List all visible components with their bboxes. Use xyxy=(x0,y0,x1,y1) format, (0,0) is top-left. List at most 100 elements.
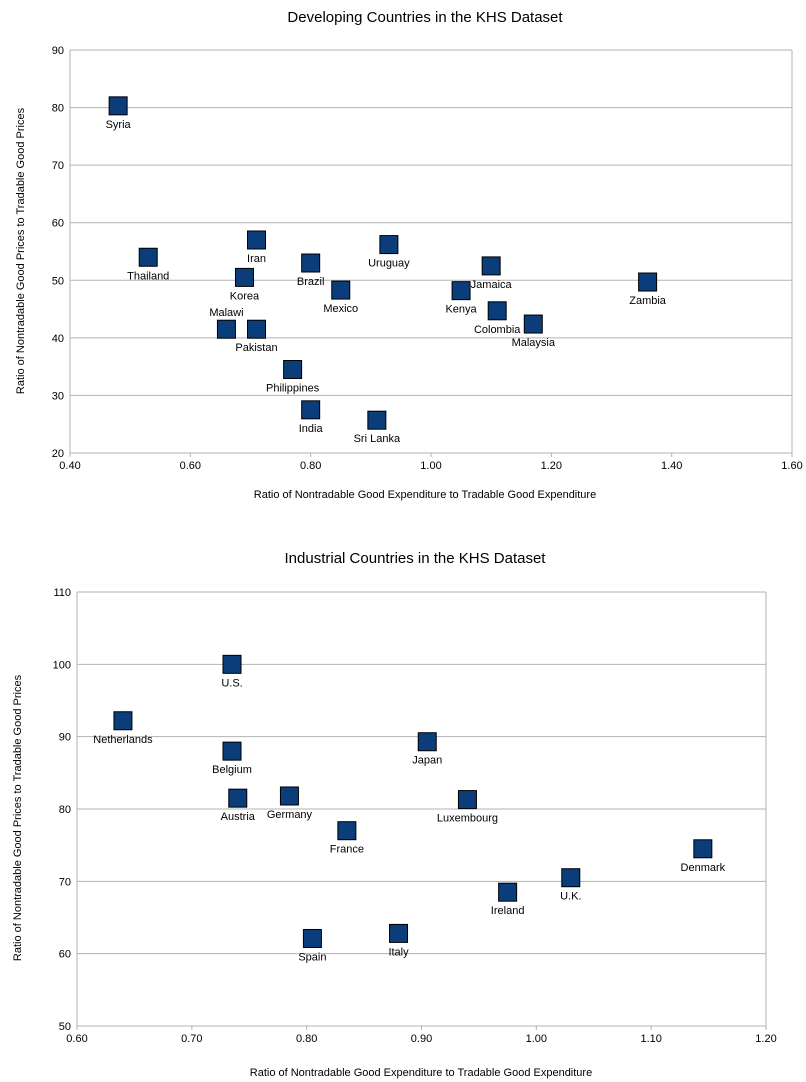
point-label: Jamaica xyxy=(471,279,513,291)
y-tick-label: 20 xyxy=(52,448,64,460)
y-tick-label: 70 xyxy=(52,160,64,172)
y-tick-label: 60 xyxy=(59,949,71,961)
point-marker xyxy=(302,928,322,948)
point-marker xyxy=(457,790,477,810)
point-label: Japan xyxy=(412,755,442,767)
point-marker xyxy=(228,788,248,808)
point-label: Kenya xyxy=(445,304,477,316)
point-label: Spain xyxy=(298,951,326,963)
point-marker xyxy=(108,96,128,116)
data-point: Syria xyxy=(106,96,132,131)
point-label: Korea xyxy=(230,290,260,302)
point-marker xyxy=(113,711,133,731)
data-point: U.K. xyxy=(560,868,581,903)
data-point: Germany xyxy=(267,786,313,821)
x-tick-label: 0.80 xyxy=(296,1033,317,1045)
chart-title: Developing Countries in the KHS Dataset xyxy=(287,9,563,26)
data-point: Mexico xyxy=(323,280,358,315)
point-label: Mexico xyxy=(323,303,358,315)
x-tick-label: 1.10 xyxy=(640,1033,661,1045)
point-label: Colombia xyxy=(474,324,521,336)
y-tick-label: 50 xyxy=(59,1021,71,1033)
x-tick-label: 0.70 xyxy=(181,1033,202,1045)
x-tick-label: 0.80 xyxy=(300,460,321,472)
point-marker xyxy=(561,868,581,888)
x-tick-label: 1.40 xyxy=(661,460,682,472)
point-label: France xyxy=(330,844,364,856)
point-label: Belgium xyxy=(212,764,252,776)
data-point: Japan xyxy=(412,732,442,767)
point-marker xyxy=(367,410,387,430)
x-tick-label: 0.60 xyxy=(66,1033,87,1045)
point-marker xyxy=(222,654,242,674)
y-tick-labels: 20 30 40 50 60 70 80 90 xyxy=(52,45,64,460)
x-axis-label: Ratio of Nontradable Good Expenditure to… xyxy=(250,1067,592,1079)
y-tick-labels: 50 60 70 80 90 100 110 xyxy=(53,587,71,1033)
gridlines xyxy=(70,49,792,454)
point-label: Thailand xyxy=(127,270,169,282)
point-label: Iran xyxy=(247,253,266,265)
point-label: India xyxy=(299,423,324,435)
point-label: U.S. xyxy=(221,677,242,689)
x-axis-label: Ratio of Nontradable Good Expenditure to… xyxy=(254,489,596,501)
point-label: Germany xyxy=(267,809,313,821)
point-label: Denmark xyxy=(681,862,726,874)
data-points: Syria Thailand Iran Korea Malawi Pakistan Braz… xyxy=(106,96,667,445)
data-point: France xyxy=(330,821,364,856)
data-point: Kenya xyxy=(445,281,478,316)
point-label: Philippines xyxy=(266,383,320,395)
data-point: Zambia xyxy=(629,272,667,307)
data-point: Spain xyxy=(298,928,326,963)
data-point: Belgium xyxy=(212,741,252,776)
data-point: Philippines xyxy=(266,360,320,395)
data-point: Luxembourg xyxy=(437,790,498,825)
data-point: Pakistan xyxy=(235,319,278,354)
point-marker xyxy=(301,253,321,273)
point-marker xyxy=(279,786,299,806)
data-points: U.S. Netherlands Belgium Austria Germany Fran… xyxy=(93,654,726,963)
point-label: Uruguay xyxy=(368,258,410,270)
data-point: India xyxy=(299,400,324,435)
point-label: Sri Lanka xyxy=(354,433,401,445)
point-label: Brazil xyxy=(297,276,325,288)
point-marker xyxy=(417,732,437,752)
data-point: U.S. xyxy=(221,654,243,689)
point-label: Luxembourg xyxy=(437,813,498,825)
point-label: Italy xyxy=(388,946,409,958)
point-label: Austria xyxy=(221,811,256,823)
y-tick-label: 70 xyxy=(59,876,71,888)
y-tick-label: 90 xyxy=(52,45,64,57)
point-label: U.K. xyxy=(560,891,581,903)
chart-industrial: Industrial Countries in the KHS Dataset … xyxy=(12,550,777,1079)
point-marker xyxy=(451,281,471,301)
point-marker xyxy=(379,235,399,255)
y-axis-label: Ratio of Nontradable Good Prices to Trad… xyxy=(12,674,24,961)
data-point: Thailand xyxy=(127,247,169,282)
y-tick-label: 50 xyxy=(52,275,64,287)
data-point: Malaysia xyxy=(512,314,556,349)
point-marker xyxy=(481,256,501,276)
x-tick-labels: 0.60 0.70 0.80 0.90 1.00 1.10 1.20 xyxy=(66,1026,777,1045)
y-tick-label: 110 xyxy=(53,587,71,599)
point-marker xyxy=(693,839,713,859)
point-label: Netherlands xyxy=(93,734,153,746)
x-tick-label: 1.00 xyxy=(420,460,441,472)
point-marker xyxy=(498,882,518,902)
point-marker xyxy=(216,319,236,339)
y-tick-label: 90 xyxy=(59,732,71,744)
y-tick-label: 80 xyxy=(59,804,71,816)
point-marker xyxy=(523,314,543,334)
chart-title: Industrial Countries in the KHS Dataset xyxy=(285,550,547,567)
data-point: Jamaica xyxy=(471,256,513,291)
data-point: Colombia xyxy=(474,301,521,336)
x-tick-label: 0.90 xyxy=(411,1033,432,1045)
point-marker xyxy=(247,230,267,250)
point-label: Malaysia xyxy=(512,337,556,349)
y-axis-label: Ratio of Nontradable Good Prices to Trad… xyxy=(15,107,27,394)
point-marker xyxy=(331,280,351,300)
x-tick-label: 1.20 xyxy=(541,460,562,472)
point-marker xyxy=(234,267,254,287)
data-point: Netherlands xyxy=(93,711,153,746)
data-point: Malawi xyxy=(209,307,244,339)
